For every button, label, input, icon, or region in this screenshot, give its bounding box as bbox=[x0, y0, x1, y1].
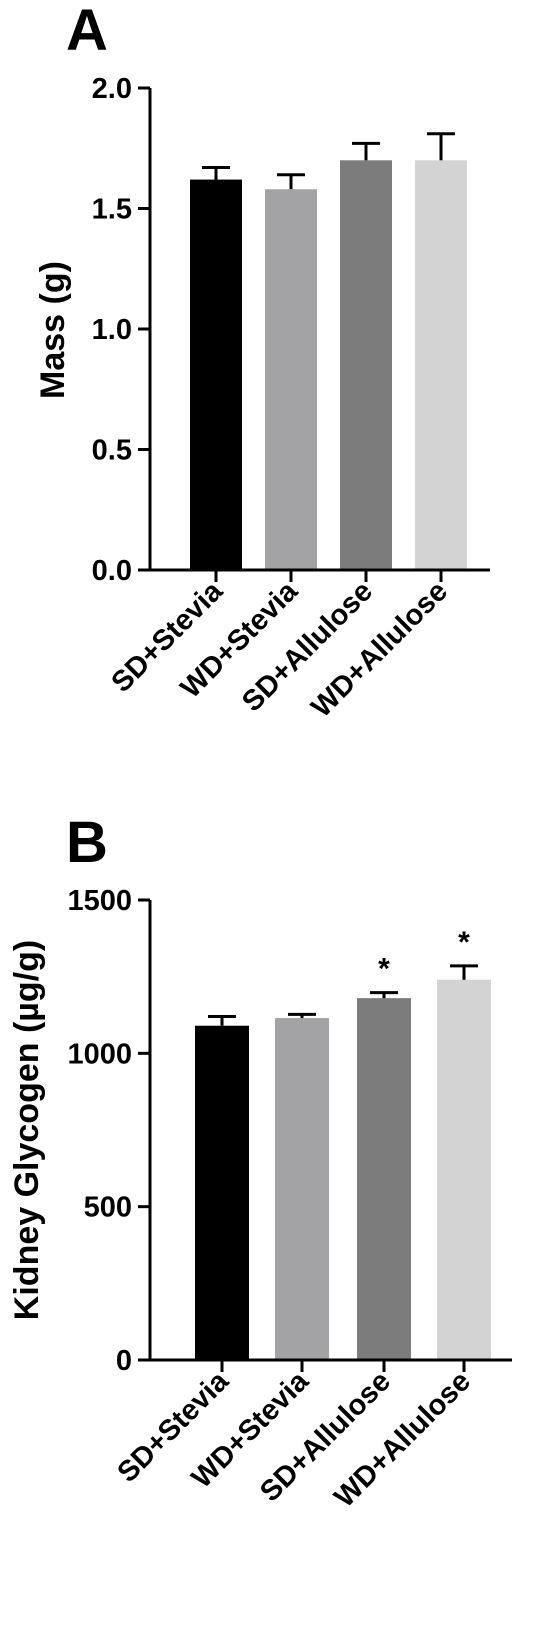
y-tick-label: 0.0 bbox=[92, 555, 132, 587]
y-tick-label: 2.0 bbox=[92, 73, 132, 105]
y-tick-label: 500 bbox=[84, 1192, 132, 1224]
bar-sd-allulose bbox=[340, 160, 392, 571]
y-axis-title: Mass (g) bbox=[34, 261, 72, 399]
bar-wd-stevia bbox=[265, 189, 317, 570]
bar-wd-allulose bbox=[437, 979, 491, 1360]
bar-sd-allulose bbox=[357, 998, 411, 1360]
bar-wd-stevia bbox=[275, 1018, 329, 1360]
bar-sd-stevia bbox=[195, 1025, 249, 1360]
bar-wd-allulose bbox=[415, 160, 467, 571]
x-tick-label: SD+Allulose bbox=[236, 575, 379, 718]
y-tick-label: 0 bbox=[116, 1345, 132, 1377]
panel-label: A bbox=[66, 0, 108, 63]
significance-marker: * bbox=[458, 926, 470, 959]
panel-label: B bbox=[66, 810, 108, 875]
y-tick-label: 1000 bbox=[67, 1038, 132, 1070]
y-tick-label: 1.5 bbox=[92, 194, 132, 226]
bar-sd-stevia bbox=[190, 179, 242, 570]
x-tick-label: WD+Allulose bbox=[305, 575, 454, 724]
y-tick-label: 1500 bbox=[67, 885, 132, 917]
y-axis-title: Kidney Glycogen (µg/g) bbox=[8, 940, 46, 1320]
significance-marker: * bbox=[378, 953, 390, 986]
y-tick-label: 1.0 bbox=[92, 314, 132, 346]
y-tick-label: 0.5 bbox=[92, 435, 132, 467]
